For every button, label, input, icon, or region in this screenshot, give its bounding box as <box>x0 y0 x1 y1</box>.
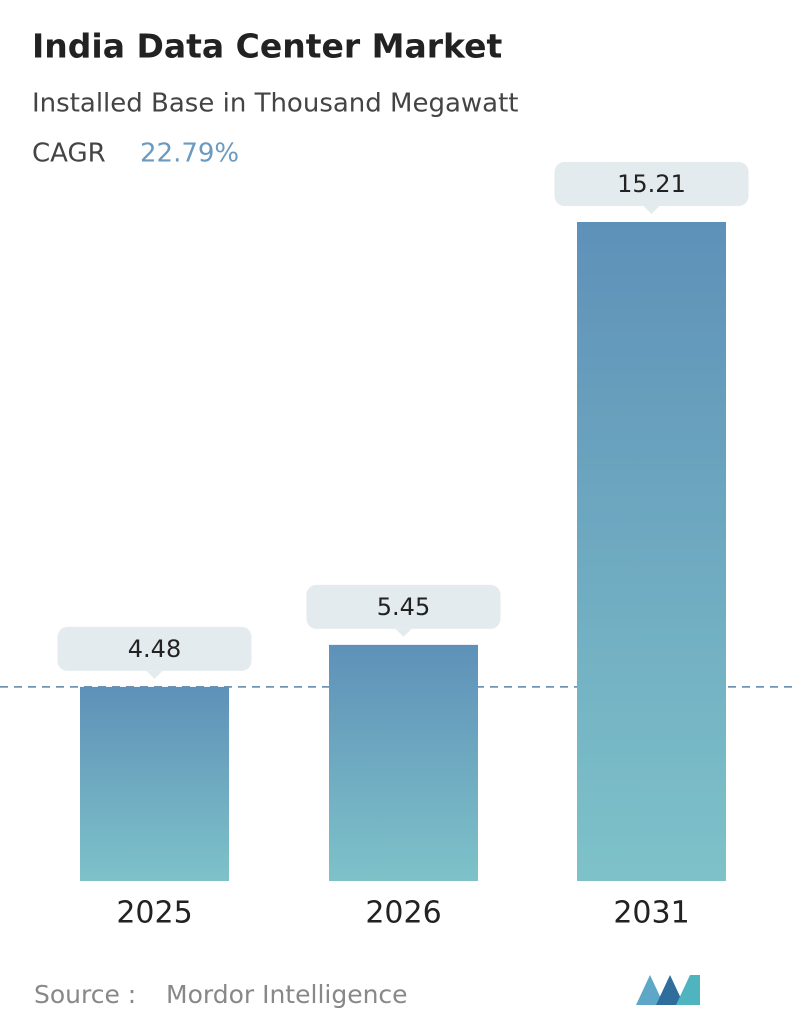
cagr-label: CAGR <box>32 139 106 169</box>
chart-subtitle: Installed Base in Thousand Megawatt <box>32 89 519 119</box>
value-label-box <box>57 626 252 671</box>
value-label-box <box>554 162 749 206</box>
x-tick-label: 2026 <box>365 896 441 931</box>
x-tick-label: 2025 <box>116 896 192 931</box>
logo <box>636 975 700 1005</box>
value-label-box <box>306 584 501 629</box>
x-tick-label: 2031 <box>613 896 689 931</box>
bar <box>329 644 478 881</box>
value-label-pointer <box>643 206 660 214</box>
value-label: 5.45 <box>377 593 430 621</box>
cagr-value: 22.79% <box>140 139 239 169</box>
source-label: Source : <box>34 980 136 1009</box>
bar <box>80 686 229 881</box>
value-label: 4.48 <box>128 635 181 663</box>
value-label-pointer <box>146 670 163 679</box>
bar <box>577 222 726 881</box>
chart-title: India Data Center Market <box>32 27 502 66</box>
source: Mordor Intelligence <box>166 980 408 1009</box>
value-label-pointer <box>395 628 412 637</box>
value-label: 15.21 <box>617 170 686 198</box>
